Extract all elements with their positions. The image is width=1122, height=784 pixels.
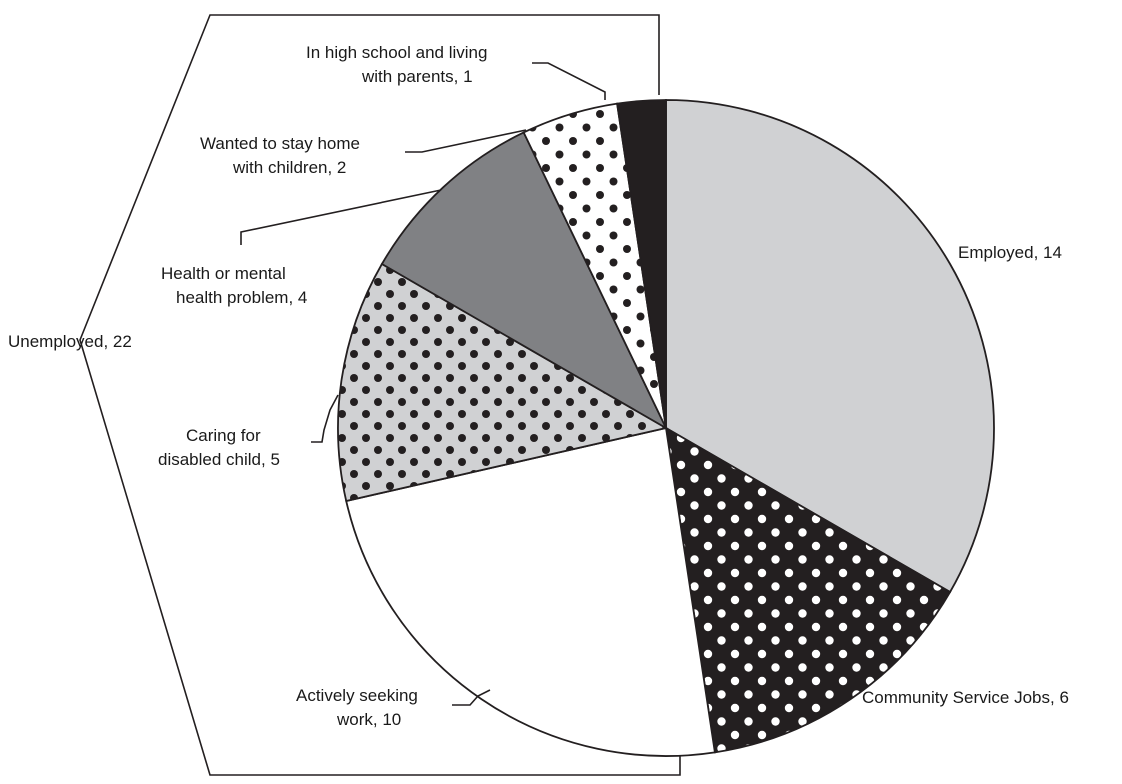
group-bracket-unemployed bbox=[79, 14, 681, 776]
label-actively-seeking-line1: Actively seeking bbox=[296, 686, 418, 705]
slice-actively-seeking-work bbox=[345, 426, 716, 757]
label-health-line2: health problem, 4 bbox=[176, 288, 307, 307]
slice-community-service-jobs bbox=[664, 426, 952, 754]
label-caring-line2: disabled child, 5 bbox=[158, 450, 280, 469]
label-employed: Employed, 14 bbox=[958, 243, 1062, 262]
label-stay-home-line1: Wanted to stay home bbox=[200, 134, 360, 153]
slice-caring-for-disabled-child bbox=[337, 262, 669, 503]
label-high-school-line1: In high school and living bbox=[306, 43, 487, 62]
label-unemployed-group: Unemployed, 22 bbox=[8, 332, 132, 351]
label-stay-home-line2: with children, 2 bbox=[232, 158, 346, 177]
slice-high-school-living-with-parents bbox=[616, 99, 667, 429]
label-actively-seeking-line2: work, 10 bbox=[336, 710, 401, 729]
leader-line-seeking bbox=[452, 689, 491, 706]
leader-line-stay-home bbox=[405, 129, 527, 153]
label-high-school-line2: with parents, 1 bbox=[361, 67, 473, 86]
leader-line-caring bbox=[311, 394, 339, 443]
slice-health-problem bbox=[380, 131, 669, 431]
label-health-line1: Health or mental bbox=[161, 264, 286, 283]
label-caring-line1: Caring for bbox=[186, 426, 261, 445]
slice-employed bbox=[665, 99, 995, 594]
leader-line-high-school bbox=[532, 62, 606, 100]
leader-line-health bbox=[240, 189, 442, 245]
label-community-service-jobs: Community Service Jobs, 6 bbox=[862, 688, 1069, 707]
